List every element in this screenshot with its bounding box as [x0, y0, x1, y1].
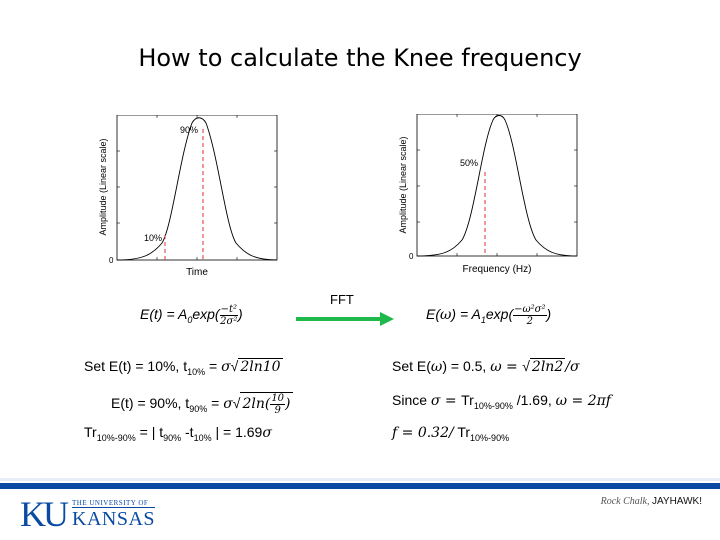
slide-title: How to calculate the Knee frequency	[138, 44, 582, 72]
university-wordmark: THE UNIVERSITY OF KANSAS	[72, 498, 156, 530]
t10-equation: Set E(t) = 10%, t10% = σ√ 2ln10	[84, 358, 283, 377]
time-domain-formula: E(t) = A0exp(−t² 2σ²)	[140, 304, 243, 327]
fft-arrow	[296, 312, 394, 326]
t90-equation: E(t) = 90%, t90% = σ√ 2ln(10 9)	[111, 392, 293, 416]
label-10: 10%	[144, 233, 162, 243]
ku-logo: KU THE UNIVERSITY OF KANSAS	[20, 494, 156, 534]
fft-label: FFT	[330, 292, 354, 307]
time-fraction: −t² 2σ²	[219, 304, 238, 327]
footer	[0, 489, 720, 540]
label-50: 50%	[460, 158, 478, 168]
axis-ticks	[417, 114, 577, 256]
tagline: Rock Chalk, JAYHAWK!	[600, 496, 702, 507]
footer-bar	[0, 483, 720, 489]
x-axis-label: Time	[186, 267, 208, 278]
zero-label: 0	[109, 256, 114, 265]
x-axis-label: Frequency (Hz)	[463, 264, 532, 275]
gaussian-spectrum-curve	[416, 115, 578, 257]
footer-divider	[0, 478, 720, 481]
knee-frequency-equation: f = 0.32/ Tr10%-90%	[392, 424, 510, 443]
sigma-equation: Since σ = Tr10%-90% /1.69, ω = 2πf	[392, 392, 611, 411]
freq-fraction: −ω²σ² 2	[513, 304, 547, 327]
axis-ticks	[117, 115, 277, 260]
gaussian-curve	[116, 117, 278, 261]
ku-mark: KU	[20, 494, 69, 534]
frequency-domain-formula: E(ω) = A1exp(−ω²σ² 2)	[426, 304, 552, 327]
zero-label: 0	[409, 252, 414, 261]
label-90: 90%	[180, 125, 198, 135]
rise-time-equation: Tr10%-90% = | t90% -t10% | = 1.69σ	[84, 424, 272, 443]
plot-frame	[116, 115, 278, 261]
plot-frame	[416, 114, 578, 257]
time-domain-plot: 90% 10% 0 Time Amplitude (Linear scale)	[98, 115, 278, 278]
y-axis-label: Amplitude (Linear scale)	[98, 138, 108, 235]
omega-equation: Set E(ω) = 0.5, ω = √ 2ln2/σ	[392, 358, 580, 375]
frequency-domain-plot: 50% 0 Frequency (Hz) Amplitude (Linear s…	[398, 114, 578, 275]
y-axis-label: Amplitude (Linear scale)	[398, 136, 408, 233]
